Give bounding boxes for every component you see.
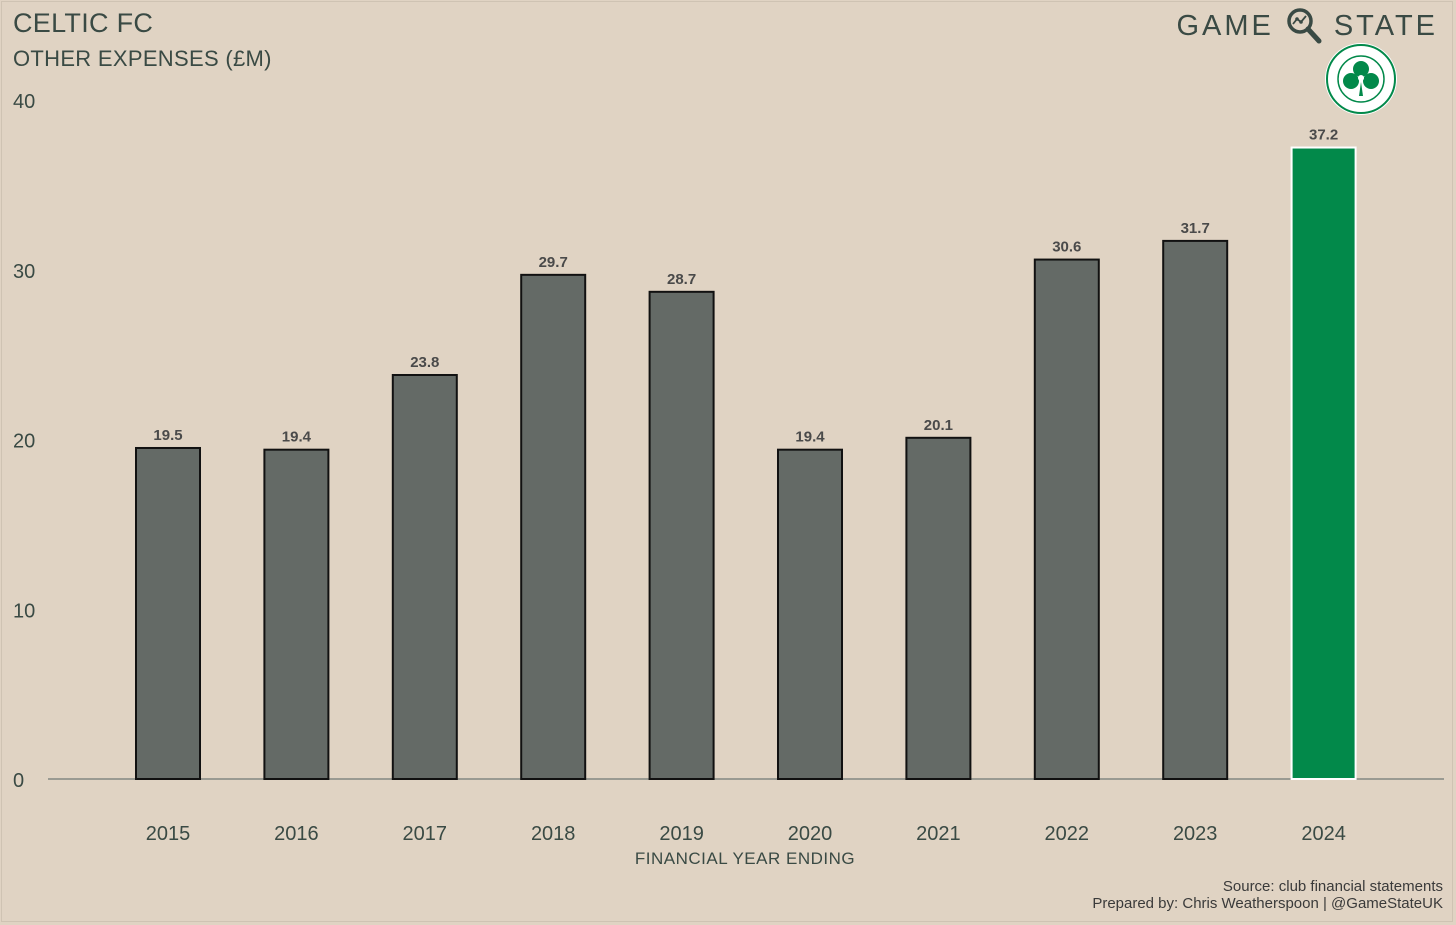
chart-subtitle: OTHER EXPENSES (£M) xyxy=(13,46,272,71)
value-label-2019: 28.7 xyxy=(667,271,696,288)
x-tick-label-2021: 2021 xyxy=(916,823,961,845)
value-label-2016: 19.4 xyxy=(282,429,312,446)
x-tick-label-2017: 2017 xyxy=(403,823,448,845)
value-label-2024: 37.2 xyxy=(1309,127,1338,144)
bar-2023 xyxy=(1162,239,1229,780)
x-tick-label-2015: 2015 xyxy=(146,823,191,845)
bar-2015 xyxy=(135,446,201,780)
y-tick-label: 30 xyxy=(13,261,35,283)
source-note: Source: club financial statements Prepar… xyxy=(1092,878,1443,912)
source-text: Source: club financial statements xyxy=(1222,878,1443,895)
bar-2019 xyxy=(648,290,715,780)
value-label-2021: 20.1 xyxy=(924,417,953,434)
bar-2020 xyxy=(777,448,843,780)
x-tick-label-2020: 2020 xyxy=(788,823,833,845)
bar-2021 xyxy=(905,436,972,780)
y-tick-label: 20 xyxy=(13,431,35,453)
x-tick-label-2024: 2024 xyxy=(1301,823,1346,845)
x-tick-label-2023: 2023 xyxy=(1173,823,1218,845)
y-tick-label: 40 xyxy=(13,91,35,113)
value-label-2015: 19.5 xyxy=(153,427,182,444)
x-tick-label-2016: 2016 xyxy=(274,823,319,845)
value-label-2020: 19.4 xyxy=(795,429,825,446)
brand-word-right: STATE xyxy=(1333,9,1438,42)
value-label-2022: 30.6 xyxy=(1052,239,1081,256)
bar-2017 xyxy=(391,373,458,780)
brand-logo: GAME STATE xyxy=(1176,6,1438,46)
x-axis-label: FINANCIAL YEAR ENDING xyxy=(635,849,855,868)
bar-2016 xyxy=(263,448,330,780)
bar-2018 xyxy=(520,273,587,780)
prepared-by-text: Prepared by: Chris Weatherspoon | @GameS… xyxy=(1092,895,1443,912)
value-label-2018: 29.7 xyxy=(539,254,568,271)
bar-2022 xyxy=(1033,258,1100,780)
bar-2024 xyxy=(1290,146,1357,780)
y-tick-label: 10 xyxy=(13,600,35,622)
value-label-2023: 31.7 xyxy=(1181,220,1210,237)
magnifier-icon xyxy=(1284,6,1324,46)
brand-word-left: GAME xyxy=(1176,9,1274,42)
value-label-2017: 23.8 xyxy=(410,354,439,371)
x-tick-label-2019: 2019 xyxy=(659,823,704,845)
x-tick-label-2018: 2018 xyxy=(531,823,576,845)
x-tick-label-2022: 2022 xyxy=(1045,823,1090,845)
y-tick-label: 0 xyxy=(13,770,24,792)
celtic-crest-icon xyxy=(1324,42,1398,121)
chart-title: CELTIC FC xyxy=(13,8,154,38)
